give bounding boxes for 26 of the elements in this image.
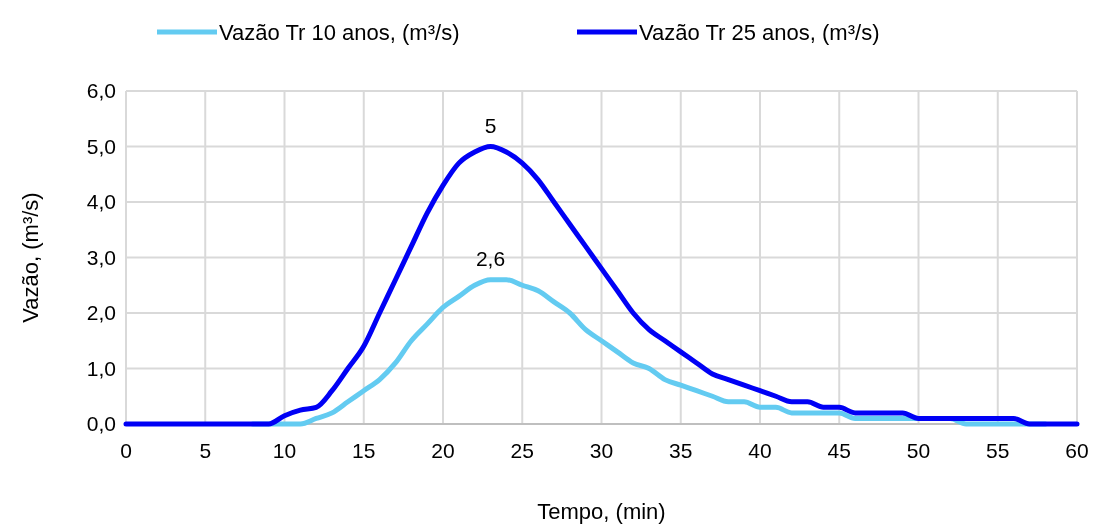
legend-label: Vazão Tr 10 anos, (m³/s) (219, 19, 460, 45)
x-tick-label: 25 (510, 439, 534, 462)
x-tick-label: 5 (199, 439, 212, 462)
y-tick-label: 5,0 (86, 134, 116, 158)
y-tick-label: 4,0 (86, 190, 116, 214)
y-tick-label: 3,0 (86, 245, 116, 269)
y-tick-label: 0,0 (86, 412, 116, 436)
x-tick-label: 40 (748, 439, 772, 462)
x-tick-label: 50 (906, 439, 931, 462)
data-label: 2,6 (475, 246, 506, 270)
x-axis-title: Tempo, (min) (537, 499, 666, 524)
x-tick-label: 0 (120, 439, 132, 462)
x-tick-label: 45 (827, 439, 851, 462)
y-tick-label: 1,0 (86, 356, 116, 380)
x-tick-label: 55 (986, 439, 1010, 462)
y-tick-label: 6,0 (86, 79, 116, 103)
x-tick-label: 30 (589, 439, 614, 462)
x-tick-label: 20 (431, 439, 455, 462)
y-tick-label: 2,0 (86, 301, 116, 325)
x-tick-label: 15 (352, 439, 376, 462)
y-axis-title: Vazão, (m³/s) (18, 192, 43, 323)
x-tick-label: 35 (669, 439, 693, 462)
x-tick-label: 60 (1065, 439, 1089, 462)
x-tick-label: 10 (272, 439, 297, 462)
data-label: 5 (484, 113, 497, 137)
legend-label: Vazão Tr 25 anos, (m³/s) (639, 19, 880, 45)
